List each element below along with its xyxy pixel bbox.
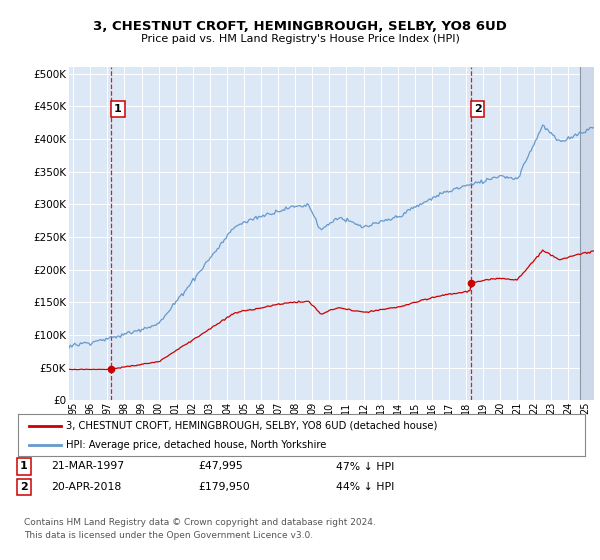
Text: 2: 2	[20, 482, 28, 492]
Text: £47,995: £47,995	[198, 461, 243, 472]
Text: HPI: Average price, detached house, North Yorkshire: HPI: Average price, detached house, Nort…	[66, 440, 326, 450]
Bar	[580, 67, 594, 400]
Text: 20-APR-2018: 20-APR-2018	[51, 482, 121, 492]
Text: 47% ↓ HPI: 47% ↓ HPI	[336, 461, 394, 472]
Text: 3, CHESTNUT CROFT, HEMINGBROUGH, SELBY, YO8 6UD: 3, CHESTNUT CROFT, HEMINGBROUGH, SELBY, …	[93, 20, 507, 32]
Text: £179,950: £179,950	[198, 482, 250, 492]
Text: 1: 1	[20, 461, 28, 472]
Text: 21-MAR-1997: 21-MAR-1997	[51, 461, 124, 472]
Text: 2: 2	[473, 104, 481, 114]
Text: 1: 1	[114, 104, 121, 114]
Text: Contains HM Land Registry data © Crown copyright and database right 2024.
This d: Contains HM Land Registry data © Crown c…	[24, 518, 376, 539]
Text: 44% ↓ HPI: 44% ↓ HPI	[336, 482, 394, 492]
Text: 3, CHESTNUT CROFT, HEMINGBROUGH, SELBY, YO8 6UD (detached house): 3, CHESTNUT CROFT, HEMINGBROUGH, SELBY, …	[66, 421, 437, 431]
Text: Price paid vs. HM Land Registry's House Price Index (HPI): Price paid vs. HM Land Registry's House …	[140, 34, 460, 44]
